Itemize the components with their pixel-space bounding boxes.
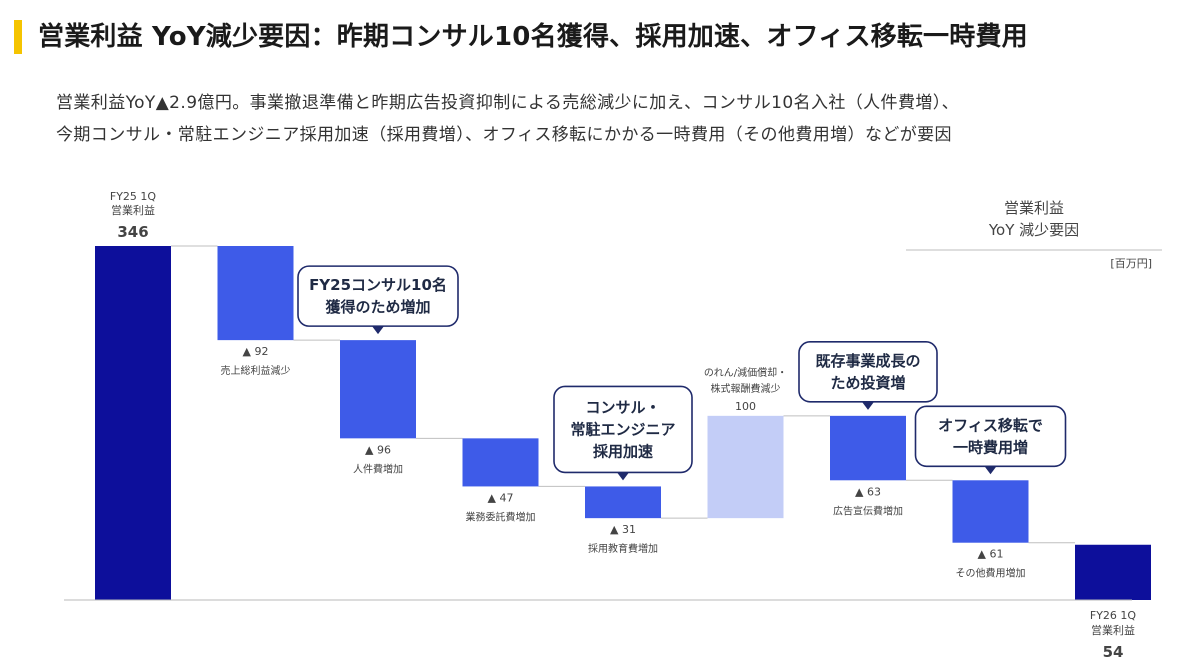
bar-other	[952, 480, 1029, 543]
callout-box	[297, 265, 459, 327]
category-label-start-line2: 営業利益	[111, 203, 155, 217]
value-label-other: ▲ 61	[978, 548, 1004, 561]
callout-arrow	[862, 401, 874, 410]
callout-arrow	[372, 326, 384, 335]
category-label-goodwill-line1: のれん/減価償却・	[704, 366, 787, 379]
bar-goodwill	[707, 415, 784, 519]
value-label-goodwill: 100	[735, 400, 756, 413]
callout-box	[798, 341, 938, 403]
callout-text-line: 一時費用増	[953, 438, 1028, 456]
bar-advertising	[830, 415, 906, 481]
category-label-other: その他費用増加	[956, 567, 1026, 580]
category-label-end-line2: 営業利益	[1091, 623, 1135, 637]
callout-text-line: 採用加速	[593, 442, 653, 460]
legend-unit: [百万円]	[1110, 257, 1152, 270]
callout-2: コンサル・常駐エンジニア採用加速	[553, 385, 693, 481]
value-label-personnel: ▲ 96	[365, 443, 391, 456]
callout-text-line: オフィス移転で	[938, 416, 1043, 434]
subtitle-line-2: 今期コンサル・常駐エンジニア採用加速（採用費増）、オフィス移転にかかる一時費用（…	[56, 125, 952, 145]
bar-outsourcing	[462, 438, 539, 487]
callout-text-line: ため投資増	[830, 374, 905, 392]
category-label-advertising: 広告宣伝費増加	[833, 504, 903, 517]
callout-box	[914, 405, 1067, 468]
callout-text-line: FY25コンサル10名	[309, 276, 447, 294]
callout-arrow	[617, 472, 629, 481]
bar-start	[95, 246, 171, 600]
value-label-start: 346	[117, 223, 148, 241]
category-label-personnel: 人件費増加	[353, 462, 403, 475]
callout-arrow	[984, 466, 997, 475]
chart-bars	[95, 246, 1151, 600]
bar-personnel	[340, 340, 416, 439]
bar-end	[1075, 544, 1151, 600]
title-accent-bar	[14, 20, 22, 54]
subtitle-line-1: 営業利益YoY▲2.9億円。事業撤退準備と昨期広告投資抑制による売総減少に加え、…	[56, 93, 960, 113]
value-label-recruiting: ▲ 31	[610, 523, 636, 536]
legend-title-line1: 営業利益	[1004, 199, 1064, 217]
value-label-advertising: ▲ 63	[855, 485, 881, 498]
connector-lines	[171, 245, 1075, 544]
callout-text-line: 獲得のため増加	[325, 298, 430, 316]
callout-text-line: コンサル・	[585, 398, 660, 416]
legend-title-line2: YoY 減少要因	[988, 221, 1079, 239]
value-label-gross-profit: ▲ 92	[243, 345, 269, 358]
callout-text-line: 既存事業成長の	[815, 352, 920, 370]
category-label-outsourcing: 業務委託費増加	[466, 510, 536, 523]
category-label-recruiting: 採用教育費増加	[588, 542, 658, 555]
value-label-end: 54	[1103, 643, 1124, 661]
category-label-start-line1: FY25 1Q	[110, 190, 157, 203]
category-label-end-line1: FY26 1Q	[1090, 609, 1137, 622]
category-label-goodwill-line2: 株式報酬費減少	[711, 382, 781, 395]
bar-gross-profit	[217, 246, 294, 341]
page-title: 営業利益 YoY減少要因：昨期コンサル10名獲得、採用加速、オフィス移転一時費用	[38, 22, 1028, 52]
bar-recruiting	[585, 486, 661, 519]
callout-text-line: 常駐エンジニア	[570, 420, 675, 438]
category-label-gross-profit: 売上総利益減少	[221, 364, 291, 377]
value-label-outsourcing: ▲ 47	[488, 491, 514, 504]
